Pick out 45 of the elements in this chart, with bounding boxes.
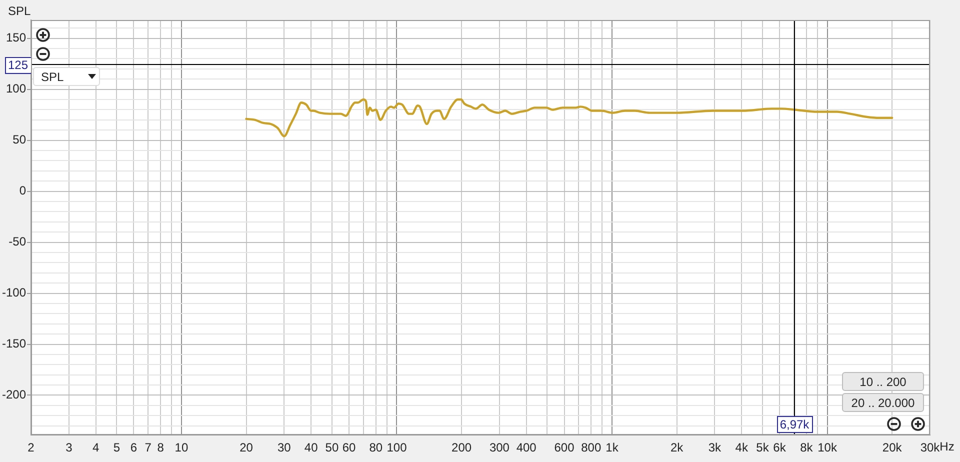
y-tick-label: -200 [2,388,26,402]
x-tick-label: 6 [130,440,138,455]
x-tick-label: 40 [304,440,318,455]
y-tick-label: -100 [2,286,26,300]
x-tick-label: 400 [516,440,537,455]
y-axis-title: SPL [8,4,31,18]
x-tick-label: 7 [144,440,152,455]
x-tick-label: 60 [342,440,356,455]
x-tick-label: 2 [28,440,35,455]
x-tick-label: 20 [240,440,254,455]
x-tick-label: 100 [386,440,408,455]
x-tick-label: 1k [606,440,620,455]
x-tick-label: 10 [174,440,188,455]
annotation: SPL [41,70,64,84]
x-tick-label: 30 [278,440,292,455]
x-tick-label: 300 [489,440,510,455]
x-tick-label: 8k [800,440,814,455]
y-tick-label: 100 [6,82,26,96]
x-tick-label: 2k [670,440,684,455]
x-tick-label: 200 [452,440,472,455]
ref-line-label: 125 [8,58,28,72]
x-tick-label: 30k [920,440,941,455]
x-tick-label: 5k [756,440,770,455]
x-tick-label: 10k [818,440,838,455]
x-tick-label: 4 [92,440,100,455]
x-tick-label: 600 [554,440,575,455]
y-tick-label: -50 [8,234,26,249]
x-tick-label: 800 [581,440,602,455]
annotation: 20 .. 20.000 [851,396,915,410]
y-tick-label: -150 [2,336,26,351]
x-tick-label: 4k [735,440,749,455]
x-tick-label: 20k [882,440,903,455]
x-tick-label: 3k [708,440,722,455]
x-axis-title: Hz [940,439,954,454]
x-tick-label: 6k [773,440,787,455]
x-tick-label: 50 [325,440,339,455]
y-tick-label: 150 [6,30,26,45]
ref-line-label: 6,97k [780,417,810,432]
y-tick-label: 50 [12,132,26,147]
x-tick-label: 8 [157,440,164,455]
x-tick-label: 5 [113,440,120,455]
annotation: 10 .. 200 [860,375,906,389]
y-tick-label: 0 [19,184,26,198]
x-tick-label: 3 [66,440,73,455]
x-tick-label: 80 [369,440,383,455]
